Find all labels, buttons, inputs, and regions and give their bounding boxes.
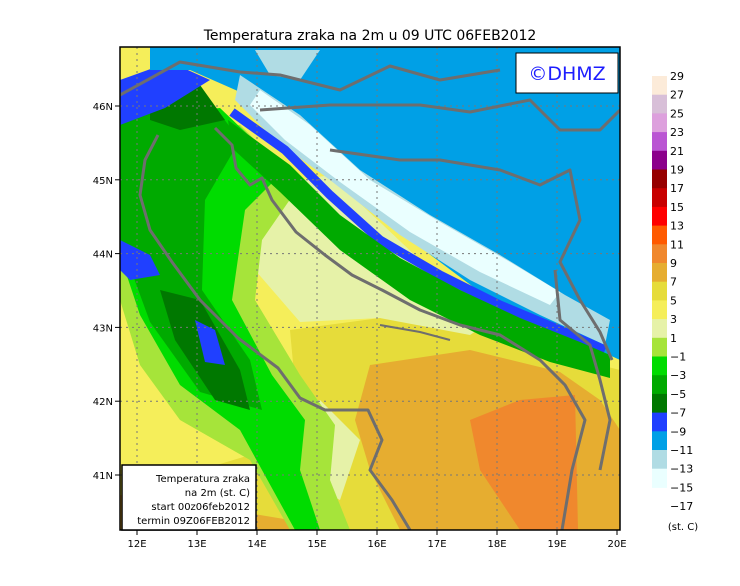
- legend-label: −17: [670, 500, 693, 513]
- lat-tick-label: 42N: [93, 397, 113, 408]
- lat-tick-label: 45N: [93, 176, 113, 187]
- lon-tick-label: 14E: [247, 539, 266, 550]
- info-line-3: start 00z06feb2012: [151, 502, 250, 513]
- slovenia-hungary-border: [259, 98, 620, 132]
- legend-swatch: [652, 150, 667, 170]
- field-minus9to7-west: [120, 240, 160, 280]
- legend-swatch: [652, 76, 667, 96]
- legend-label: 13: [670, 220, 684, 233]
- field-coastal-green: [228, 120, 610, 378]
- map-frame: [119, 46, 621, 531]
- legend-label: 25: [670, 107, 684, 120]
- legend-label: −1: [670, 351, 686, 364]
- legend-label: 15: [670, 201, 684, 214]
- lon-tick-label: 19E: [547, 539, 566, 550]
- legend-swatch: [652, 356, 667, 376]
- legend-swatch: [652, 319, 667, 339]
- legend-label: −9: [670, 425, 686, 438]
- legend-label: 9: [670, 257, 677, 270]
- legend-swatch: [652, 263, 667, 283]
- legend-swatch: [652, 206, 667, 227]
- field-minus15to13: [250, 90, 560, 305]
- coastlines-borders: [120, 60, 620, 530]
- legend-label: 23: [670, 126, 684, 139]
- color-legend: 29 27 25 23 21 19 17 15 13 11 9 7 5 3 1 −1 −3 −5 −7 −9 −11 −1…: [652, 70, 693, 513]
- legend-label: 27: [670, 89, 684, 102]
- lat-tick-label: 41N: [93, 471, 113, 482]
- legend-label: 21: [670, 145, 684, 158]
- dhmz-logo: ©DHMZ: [528, 63, 605, 85]
- field-minus9-coastal-band: [229, 108, 607, 355]
- serbia-border: [553, 269, 612, 471]
- legend-label: 1: [670, 332, 677, 345]
- logo-box: ©DHMZ: [515, 52, 619, 94]
- lon-tick-label: 17E: [427, 539, 446, 550]
- legend-swatch: [652, 393, 667, 414]
- lat-tick-label: 44N: [93, 250, 113, 261]
- legend-swatch: [652, 300, 667, 320]
- legend-swatch: [652, 450, 667, 470]
- map-title: Temperatura zraka na 2m u 09 UTC 06FEB20…: [203, 28, 537, 44]
- italy-coastline: [138, 134, 412, 530]
- lat-tick-label: 46N: [93, 102, 113, 113]
- legend-label: 7: [670, 276, 677, 289]
- legend-swatch: [652, 281, 667, 301]
- field-minus9to7: [195, 320, 225, 365]
- croatia-bosnia-border: [329, 148, 614, 361]
- field-top-pale: [255, 50, 320, 80]
- legend-swatch: [652, 169, 667, 189]
- info-line-2: na 2m (st. C): [185, 488, 250, 499]
- legend-label: 11: [670, 238, 684, 251]
- legend-label: 3: [670, 313, 677, 326]
- legend-label: 29: [670, 70, 684, 83]
- legend-unit: (st. C): [668, 522, 698, 533]
- latitude-axis: 46N 45N 44N 43N 42N 41N: [93, 102, 120, 482]
- legend-label: −15: [670, 481, 693, 494]
- legend-swatch: [652, 244, 667, 264]
- lon-tick-label: 13E: [187, 539, 206, 550]
- legend-swatch: [652, 188, 667, 208]
- croatia-coastline: [213, 126, 587, 530]
- lon-tick-label: 15E: [307, 539, 326, 550]
- lon-tick-label: 16E: [367, 539, 386, 550]
- field-9to11: [470, 395, 578, 530]
- lon-tick-label: 18E: [487, 539, 506, 550]
- legend-swatch: [652, 375, 667, 395]
- northern-border: [120, 60, 501, 97]
- legend-label: 5: [670, 294, 677, 307]
- info-line-4: termin 09Z06FEB2012: [137, 516, 250, 527]
- map-area: [119, 46, 621, 531]
- info-line-1: Temperatura zraka: [155, 474, 250, 485]
- legend-label: −13: [670, 463, 693, 476]
- longitude-axis: 12E 13E 14E 15E 16E 17E 18E 19E 20E: [127, 530, 627, 550]
- legend-swatch: [652, 113, 667, 133]
- legend-label: −5: [670, 388, 686, 401]
- info-box: Temperatura zraka na 2m (st. C) start 00…: [121, 464, 257, 531]
- legend-swatch: [652, 468, 667, 488]
- legend-swatch: [652, 337, 667, 357]
- legend-label: −3: [670, 369, 686, 382]
- legend-swatch: [652, 431, 667, 451]
- legend-label: 19: [670, 164, 684, 177]
- legend-label: 17: [670, 182, 684, 195]
- lon-tick-label: 12E: [127, 539, 146, 550]
- legend-label: −7: [670, 407, 686, 420]
- legend-label: −11: [670, 444, 693, 457]
- legend-swatch: [652, 132, 667, 152]
- field-minus5to3: [120, 88, 262, 410]
- island: [379, 324, 451, 341]
- legend-swatch: [652, 94, 667, 114]
- lon-tick-label: 20E: [607, 539, 626, 550]
- legend-swatch: [652, 412, 667, 432]
- lat-tick-label: 43N: [93, 323, 113, 334]
- legend-swatch: [652, 225, 667, 245]
- field-minus9to7-nw: [120, 62, 210, 125]
